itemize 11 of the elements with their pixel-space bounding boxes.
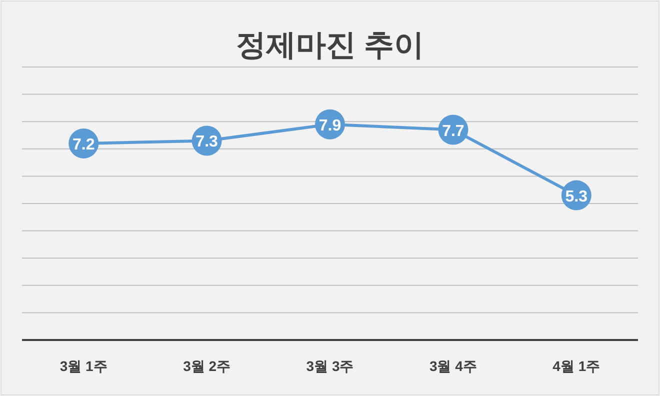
x-tick-label: 3월 4주 [429,358,477,374]
data-label: 5.3 [565,188,588,206]
data-label: 7.7 [442,122,464,140]
data-label: 7.2 [72,136,95,154]
x-tick-label: 3월 3주 [306,358,354,374]
title: 정제마진 추이 [236,29,424,62]
data-label: 7.9 [318,117,342,134]
data-label: 7.3 [196,134,218,151]
x-tick-label: 3월 2주 [183,358,231,374]
x-tick-label: 4월 1주 [552,358,600,374]
x-tick-label: 3월 1주 [60,358,108,374]
